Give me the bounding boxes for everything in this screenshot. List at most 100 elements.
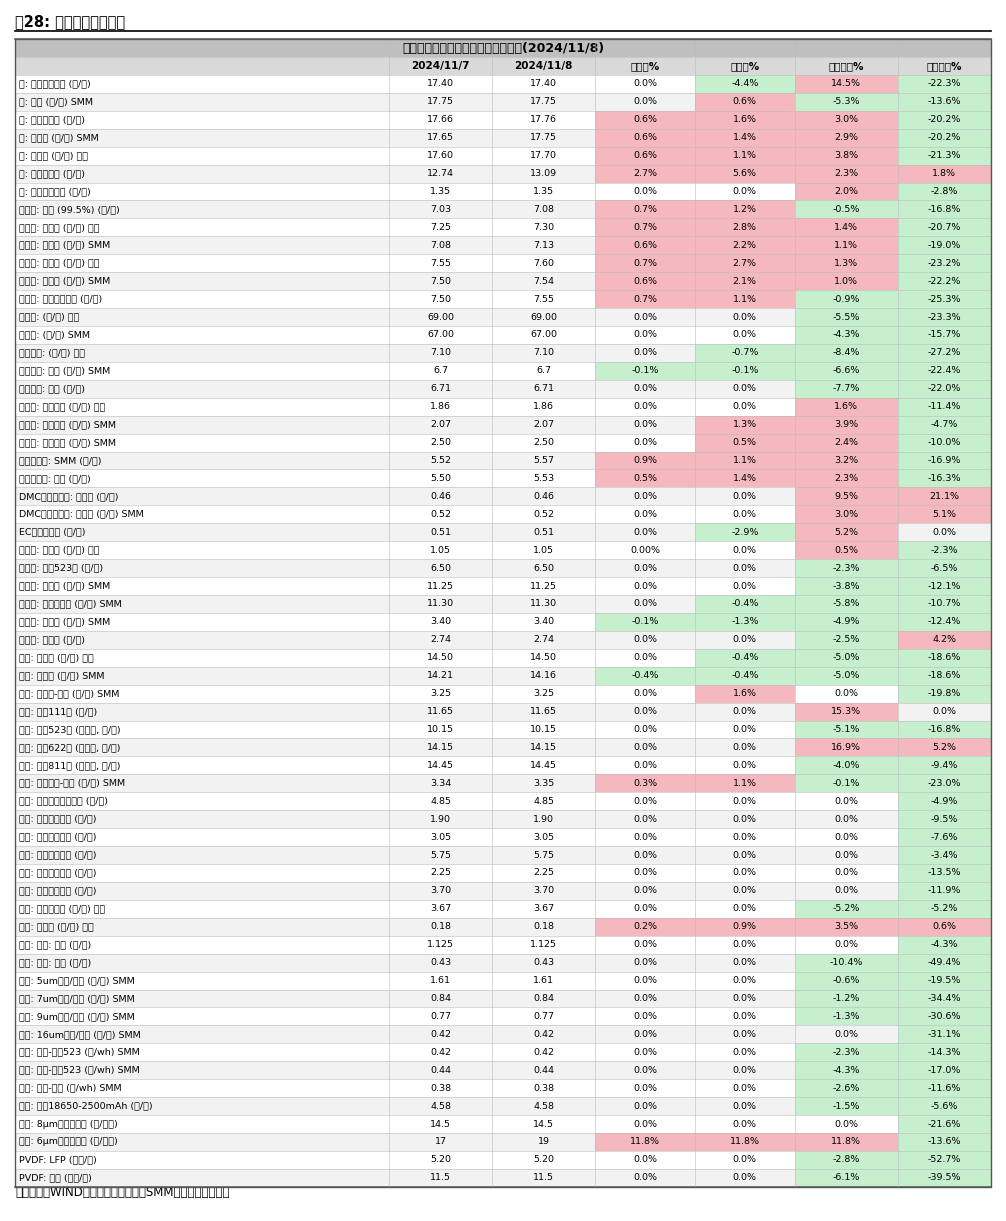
Text: 0.6%: 0.6% bbox=[633, 241, 657, 250]
Text: 14.15: 14.15 bbox=[428, 742, 454, 752]
Text: PVDF: 三元 (万元/吨): PVDF: 三元 (万元/吨) bbox=[19, 1173, 92, 1182]
Bar bbox=[15, 219, 991, 237]
Text: 电解液: 磷酸铁锂 (万/吨) 百川: 电解液: 磷酸铁锂 (万/吨) 百川 bbox=[19, 402, 106, 411]
Text: 0.44: 0.44 bbox=[431, 1066, 451, 1074]
Bar bbox=[695, 57, 795, 74]
Text: -0.6%: -0.6% bbox=[833, 976, 860, 985]
Text: -13.6%: -13.6% bbox=[928, 1138, 961, 1147]
Text: 2024/11/7: 2024/11/7 bbox=[411, 61, 470, 71]
Text: -0.9%: -0.9% bbox=[833, 294, 860, 304]
Text: 14.50: 14.50 bbox=[530, 653, 557, 662]
Text: -16.9%: -16.9% bbox=[928, 455, 961, 465]
Text: 0.0%: 0.0% bbox=[732, 851, 757, 860]
Text: -21.3%: -21.3% bbox=[928, 151, 961, 160]
Text: 0.46: 0.46 bbox=[431, 492, 451, 501]
Text: 6.71: 6.71 bbox=[533, 385, 554, 393]
Text: -17.0%: -17.0% bbox=[928, 1066, 961, 1074]
Text: 0.6%: 0.6% bbox=[633, 277, 657, 286]
Bar bbox=[695, 524, 795, 541]
Bar bbox=[15, 505, 991, 524]
Bar bbox=[897, 326, 991, 344]
Text: -0.1%: -0.1% bbox=[632, 618, 659, 626]
Text: 0.84: 0.84 bbox=[431, 994, 451, 1002]
Text: 碳酸锂: 电池级 (万/吨) SMM: 碳酸锂: 电池级 (万/吨) SMM bbox=[19, 277, 111, 286]
Text: 0.0%: 0.0% bbox=[732, 1048, 757, 1057]
Bar bbox=[795, 182, 897, 200]
Bar bbox=[15, 900, 991, 918]
Text: 11.5: 11.5 bbox=[431, 1173, 451, 1182]
Text: 3.05: 3.05 bbox=[431, 833, 452, 841]
Text: 1.1%: 1.1% bbox=[732, 151, 757, 160]
Bar bbox=[596, 200, 695, 219]
Text: 3.8%: 3.8% bbox=[834, 151, 858, 160]
Bar bbox=[795, 147, 897, 165]
Bar bbox=[897, 182, 991, 200]
Bar bbox=[897, 1007, 991, 1026]
Text: -16.8%: -16.8% bbox=[928, 205, 961, 214]
Text: 11.8%: 11.8% bbox=[831, 1138, 861, 1147]
Text: 5.6%: 5.6% bbox=[732, 168, 757, 178]
Text: 6.7: 6.7 bbox=[434, 366, 448, 375]
Text: 1.90: 1.90 bbox=[533, 814, 554, 824]
Text: 日环比%: 日环比% bbox=[631, 61, 660, 71]
Text: 隔膜: 湿法: 百川 (元/平): 隔膜: 湿法: 百川 (元/平) bbox=[19, 940, 92, 949]
Text: 1.05: 1.05 bbox=[431, 546, 451, 554]
Text: 0.77: 0.77 bbox=[431, 1012, 451, 1021]
Text: 0.0%: 0.0% bbox=[633, 707, 657, 716]
Text: 1.35: 1.35 bbox=[533, 187, 554, 197]
Text: 1.61: 1.61 bbox=[533, 976, 554, 985]
Bar bbox=[695, 74, 795, 93]
Text: -4.9%: -4.9% bbox=[931, 797, 958, 806]
Text: -22.4%: -22.4% bbox=[928, 366, 961, 375]
Text: 2.50: 2.50 bbox=[431, 438, 451, 447]
Text: 负极: 人造石墨低端 (万/吨): 负极: 人造石墨低端 (万/吨) bbox=[19, 814, 97, 824]
Text: 0.0%: 0.0% bbox=[633, 905, 657, 913]
Text: 电池: 软包-三元523 (元/wh) SMM: 电池: 软包-三元523 (元/wh) SMM bbox=[19, 1066, 140, 1074]
Text: 铜箔: 6μm国产加工费 (元/公斤): 铜箔: 6μm国产加工费 (元/公斤) bbox=[19, 1138, 118, 1147]
Text: 2.7%: 2.7% bbox=[732, 259, 757, 267]
Text: -0.1%: -0.1% bbox=[833, 779, 860, 788]
Text: 年初环比%: 年初环比% bbox=[927, 61, 962, 71]
Text: -2.3%: -2.3% bbox=[832, 564, 860, 573]
Text: 0.0%: 0.0% bbox=[633, 851, 657, 860]
Text: 1.1%: 1.1% bbox=[732, 294, 757, 304]
Text: 0.0%: 0.0% bbox=[633, 976, 657, 985]
Bar bbox=[795, 918, 897, 935]
Text: 1.86: 1.86 bbox=[431, 402, 451, 411]
Bar bbox=[15, 254, 991, 272]
Text: 17.75: 17.75 bbox=[428, 98, 454, 106]
Bar bbox=[15, 559, 991, 578]
Text: 11.8%: 11.8% bbox=[729, 1138, 760, 1147]
Text: 0.7%: 0.7% bbox=[633, 259, 657, 267]
Text: 0.0%: 0.0% bbox=[633, 868, 657, 878]
Bar bbox=[596, 272, 695, 291]
Bar bbox=[795, 308, 897, 326]
Text: 0.0%: 0.0% bbox=[732, 402, 757, 411]
Text: 0.9%: 0.9% bbox=[732, 922, 757, 932]
Bar bbox=[15, 828, 991, 846]
Bar bbox=[795, 326, 897, 344]
Text: 0.0%: 0.0% bbox=[732, 492, 757, 501]
Bar bbox=[15, 756, 991, 774]
Bar bbox=[795, 93, 897, 111]
Text: 钔: 电解钔 (万/吨) SMM: 钔: 电解钔 (万/吨) SMM bbox=[19, 133, 99, 142]
Text: -2.5%: -2.5% bbox=[833, 635, 860, 645]
Text: 14.5: 14.5 bbox=[431, 1120, 451, 1128]
Bar bbox=[15, 846, 991, 864]
Text: 碳酸锂: 国产 (99.5%) (万/吨): 碳酸锂: 国产 (99.5%) (万/吨) bbox=[19, 205, 120, 214]
Text: 4.58: 4.58 bbox=[431, 1101, 451, 1111]
Bar bbox=[795, 720, 897, 739]
Bar bbox=[15, 326, 991, 344]
Text: -2.6%: -2.6% bbox=[833, 1084, 860, 1093]
Bar bbox=[15, 361, 991, 380]
Text: -5.2%: -5.2% bbox=[931, 905, 958, 913]
Bar bbox=[897, 111, 991, 128]
Bar bbox=[695, 237, 795, 254]
Text: 7.10: 7.10 bbox=[533, 348, 554, 358]
Bar bbox=[15, 487, 991, 505]
Text: 0.0%: 0.0% bbox=[633, 581, 657, 591]
Bar bbox=[897, 631, 991, 648]
Bar bbox=[897, 559, 991, 578]
Text: 正极: 三元622型 (单晶型, 万/吨): 正极: 三元622型 (单晶型, 万/吨) bbox=[19, 742, 121, 752]
Text: 3.05: 3.05 bbox=[533, 833, 554, 841]
